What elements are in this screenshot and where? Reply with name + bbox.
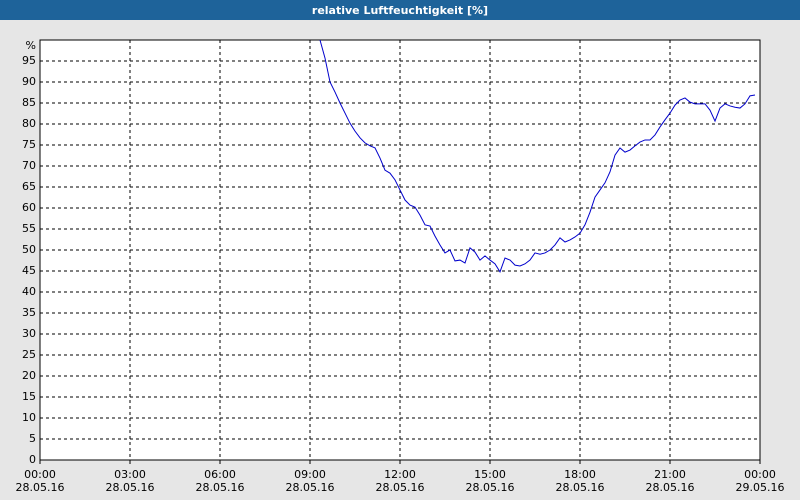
x-tick-label: 00:00 29.05.16	[736, 468, 785, 494]
y-tick-label: 20	[22, 369, 36, 382]
y-tick-label: 0	[29, 453, 36, 466]
x-tick-label: 21:00 28.05.16	[646, 468, 695, 494]
y-tick-label: 95	[22, 54, 36, 67]
x-tick-label: 03:00 28.05.16	[106, 468, 155, 494]
title-bar	[0, 0, 800, 20]
y-tick-label: 25	[22, 348, 36, 361]
y-tick-label: 50	[22, 243, 36, 256]
x-tick-label: 15:00 28.05.16	[466, 468, 515, 494]
y-tick-label: 55	[22, 222, 36, 235]
y-tick-label: 60	[22, 201, 36, 214]
y-tick-label: 75	[22, 138, 36, 151]
y-tick-label: 90	[22, 75, 36, 88]
x-tick-label: 00:00 28.05.16	[16, 468, 65, 494]
x-tick-label: 12:00 28.05.16	[376, 468, 425, 494]
y-tick-label: 10	[22, 411, 36, 424]
data-line	[319, 39, 756, 273]
y-tick-label: 40	[22, 285, 36, 298]
y-tick-label: 80	[22, 117, 36, 130]
x-tick-label: 09:00 28.05.16	[286, 468, 335, 494]
y-tick-label: 70	[22, 159, 36, 172]
x-tick-label: 06:00 28.05.16	[196, 468, 245, 494]
y-tick-label: 35	[22, 306, 36, 319]
x-tick-label: 18:00 28.05.16	[556, 468, 605, 494]
y-tick-label: 65	[22, 180, 36, 193]
y-tick-label: 45	[22, 264, 36, 277]
y-tick-label: %	[26, 39, 36, 52]
y-tick-label: 5	[29, 432, 36, 445]
chart-title: relative Luftfeuchtigkeit [%]	[312, 4, 488, 17]
y-tick-label: 85	[22, 96, 36, 109]
y-tick-label: 30	[22, 327, 36, 340]
y-tick-label: 15	[22, 390, 36, 403]
